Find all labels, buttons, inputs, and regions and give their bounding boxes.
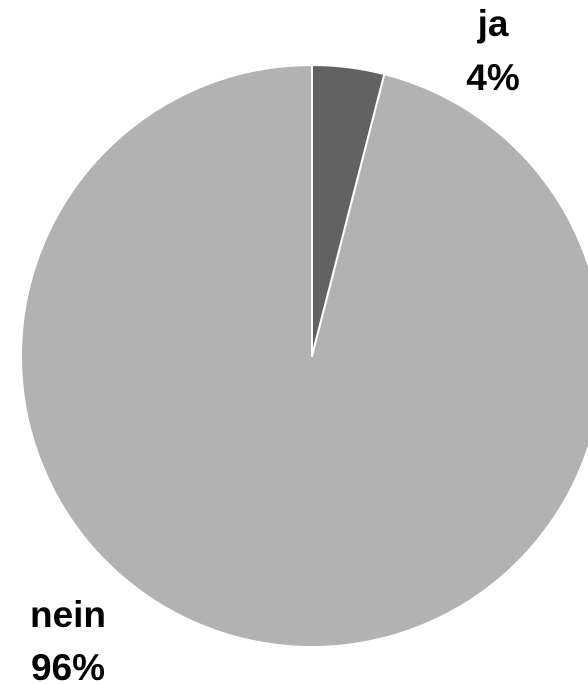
slice-label-nein-name: nein: [30, 594, 106, 635]
pie-slices: [20, 64, 588, 648]
slice-label-ja-name: ja: [477, 3, 509, 44]
slice-label-ja-value: 4%: [466, 57, 519, 98]
slice-label-nein-value: 96%: [31, 647, 105, 684]
pie-slice-nein: [20, 64, 588, 648]
